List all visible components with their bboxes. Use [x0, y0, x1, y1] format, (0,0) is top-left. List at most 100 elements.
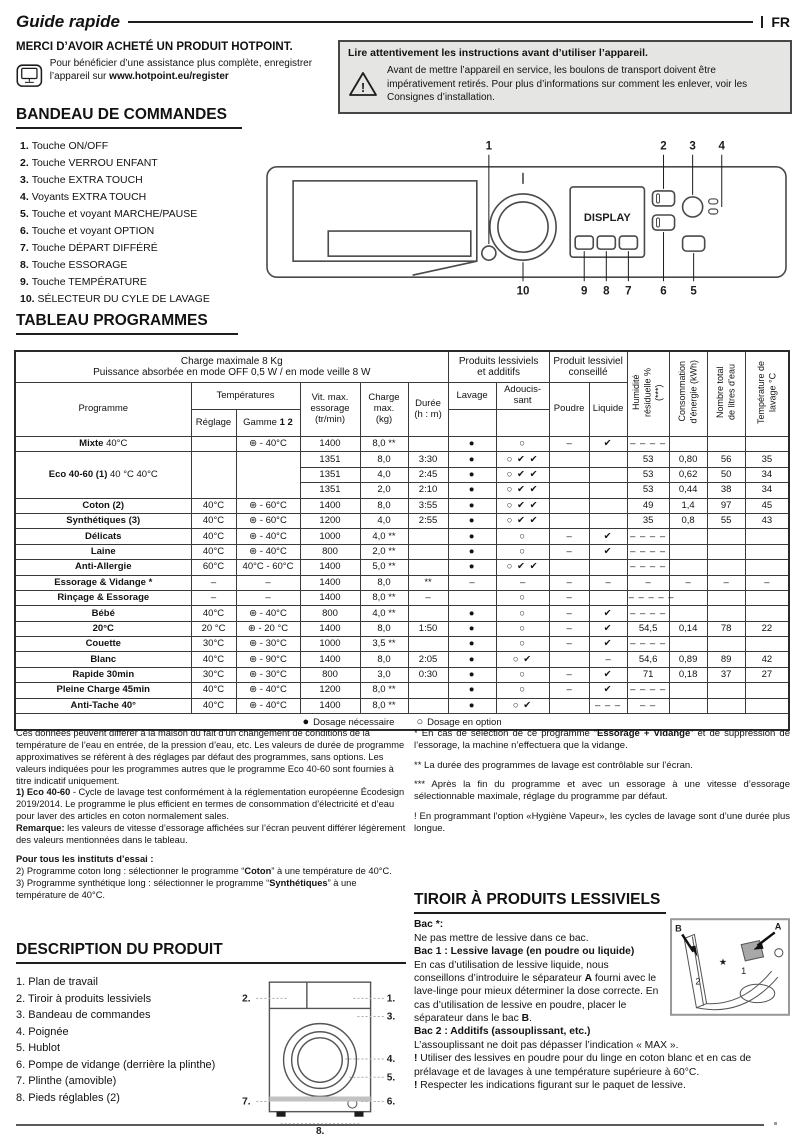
text-segment: En cas d’utilisation de lessive liquide,… [414, 959, 609, 984]
programme-name: Pleine Charge 45min [56, 684, 150, 696]
warning-box: Lire attentivement les instructions avan… [338, 40, 792, 114]
bottom-left-column: Ces données peuvent différer à la maison… [16, 728, 408, 1134]
table-cell: ● [447, 482, 497, 499]
door-outer [282, 1023, 358, 1098]
programme-name: Anti-Allergie [75, 561, 132, 573]
table-cell: 4,0 [359, 466, 409, 484]
table-cell: 8,0 ** [359, 697, 409, 715]
table-cell: 42 [744, 651, 790, 668]
item-number: 6. [16, 1058, 29, 1071]
programme-cell: Rinçage & Essorage [14, 589, 192, 607]
washer-body [268, 981, 372, 1113]
table-cell: 60°C [190, 559, 237, 576]
programme-name: Eco 40-60 (1) [48, 468, 108, 480]
text-segment: * En cas de sélection de ce programme “ [414, 728, 598, 739]
table-cell: ✔ [588, 666, 628, 684]
programme-cell: Essorage & Vidange * [14, 574, 192, 591]
table-cell: ● [447, 512, 497, 530]
tiroir-paragraph: Bac 2 : Additifs (assouplissant, etc.) [414, 1025, 790, 1038]
table-cell: ○ [495, 682, 550, 699]
item-number: 2. [16, 992, 29, 1005]
table-cell: ● [447, 543, 497, 561]
table-cell [668, 528, 708, 545]
table-cell: 40°C [190, 497, 237, 514]
control-item: 1. Touche ON/OFF [20, 140, 268, 154]
table-cell [407, 682, 449, 699]
table-cell [548, 559, 590, 576]
control-item: 9. Touche TEMPÉRATURE [20, 276, 268, 290]
programme-cell: Pleine Charge 45min [14, 682, 192, 699]
table-cell [668, 435, 708, 453]
tiroir-paragraph: En cas d’utilisation de lessive liquide,… [414, 959, 790, 1026]
footnote-paragraph: * En cas de sélection de ce programme “E… [414, 728, 790, 753]
callout-5: 5 [690, 285, 697, 297]
table-cell [744, 543, 790, 561]
programme-name: Rinçage & Essorage [57, 592, 150, 604]
table-cell: 34 [744, 482, 790, 499]
item-number: 1. [16, 976, 29, 989]
legend-label: Dosage nécessaire [313, 716, 395, 728]
table-cell: 30°C [190, 636, 237, 653]
table-cell: – [548, 682, 590, 699]
item-label: Touche et voyant MARCHE/PAUSE [31, 208, 198, 221]
table-cell: ○ [495, 636, 550, 653]
table-cell: – [548, 543, 590, 561]
table-cell [668, 636, 708, 653]
table-cell [706, 559, 746, 576]
table-cell: 40°C [190, 528, 237, 545]
table-cell [407, 636, 449, 653]
header-reglage: Réglage [190, 409, 237, 437]
warning-title: Lire attentivement les instructions avan… [348, 47, 648, 59]
callout-8: 8 [603, 285, 610, 297]
programme-cell: Laine [14, 543, 192, 561]
option-button [651, 214, 676, 231]
programme-name: Coton (2) [82, 499, 125, 511]
bottom-right-column: * En cas de sélection de ce programme “ E… [414, 728, 790, 1092]
header-litres-label: Nombre total de litres d’eau [714, 364, 737, 421]
text-segment: ” à une température de 40°C. [271, 865, 392, 876]
programme-name: Bébé [91, 607, 115, 619]
table-cell: ⊛ - 60°C [235, 512, 301, 530]
callout-6: 6 [660, 285, 666, 297]
table-cell: 35 [626, 512, 670, 530]
text-segment: Bac 1 : Lessive lavage (en poudre ou liq… [414, 946, 635, 958]
table-cell [706, 697, 746, 715]
footnote-paragraph: ** La durée des programmes de lavage est… [414, 760, 790, 772]
header-rule [127, 21, 754, 23]
table-cell: ○ ✔ ✔ [495, 512, 550, 530]
header-adoucissant-sub [495, 409, 550, 437]
table-cell: – [588, 651, 628, 668]
washer-callout-2: 2. [242, 994, 251, 1005]
drawer-label-2: 2 [695, 977, 700, 987]
text-segment: Pour tous les instituts d’essai : [16, 853, 154, 864]
header-temperature-label: Température de lavage °C [755, 360, 777, 424]
legend-cell: ● Dosage nécessaire ○ Dosage en option [14, 713, 790, 731]
control-panel-diagram: DISPLAY 1 2 3 4 10 9 8 7 6 5 [264, 134, 790, 300]
extra-touch-led-2 [708, 208, 719, 215]
table-cell: 27 [744, 666, 790, 684]
control-item: 10. SÉLECTEUR DU CYLE DE LAVAGE [20, 293, 268, 307]
text-segment: Respecter les indications figurant sur l… [417, 1079, 686, 1091]
panel-outline [266, 166, 787, 279]
table-cell: 4,0 ** [359, 528, 409, 545]
programme-cell: Synthétiques (3) [14, 512, 192, 530]
table-cell [588, 589, 628, 607]
table-cell: ✔ [588, 528, 628, 545]
table-cell: ○ ✔ ✔ [495, 451, 550, 468]
item-number: 10. [20, 293, 38, 306]
footnote-paragraph: 2) Programme coton long : sélectionner l… [16, 866, 408, 878]
control-item: 7. Touche DÉPART DIFFÉRÉ [20, 242, 268, 256]
table-cell: 78 [706, 620, 746, 638]
drawer-label-1: 1 [741, 967, 746, 977]
table-cell [744, 682, 790, 699]
programme-name: Délicats [85, 530, 122, 542]
table-cell: ⊛ - 30°C [235, 636, 301, 653]
table-cell: 8,0 ** [359, 589, 409, 607]
header-humidite: Humidité résiduelle % (***) [626, 350, 670, 437]
table-cell [407, 605, 449, 622]
table-cell: 0,44 [668, 482, 708, 499]
tiroir-text: B A 2 1 ★ Bac *: Ne pas mettre de lessive… [414, 918, 790, 1092]
drawer-label-a: A [775, 922, 782, 932]
table-cell [668, 589, 708, 607]
table-cell [706, 589, 746, 607]
